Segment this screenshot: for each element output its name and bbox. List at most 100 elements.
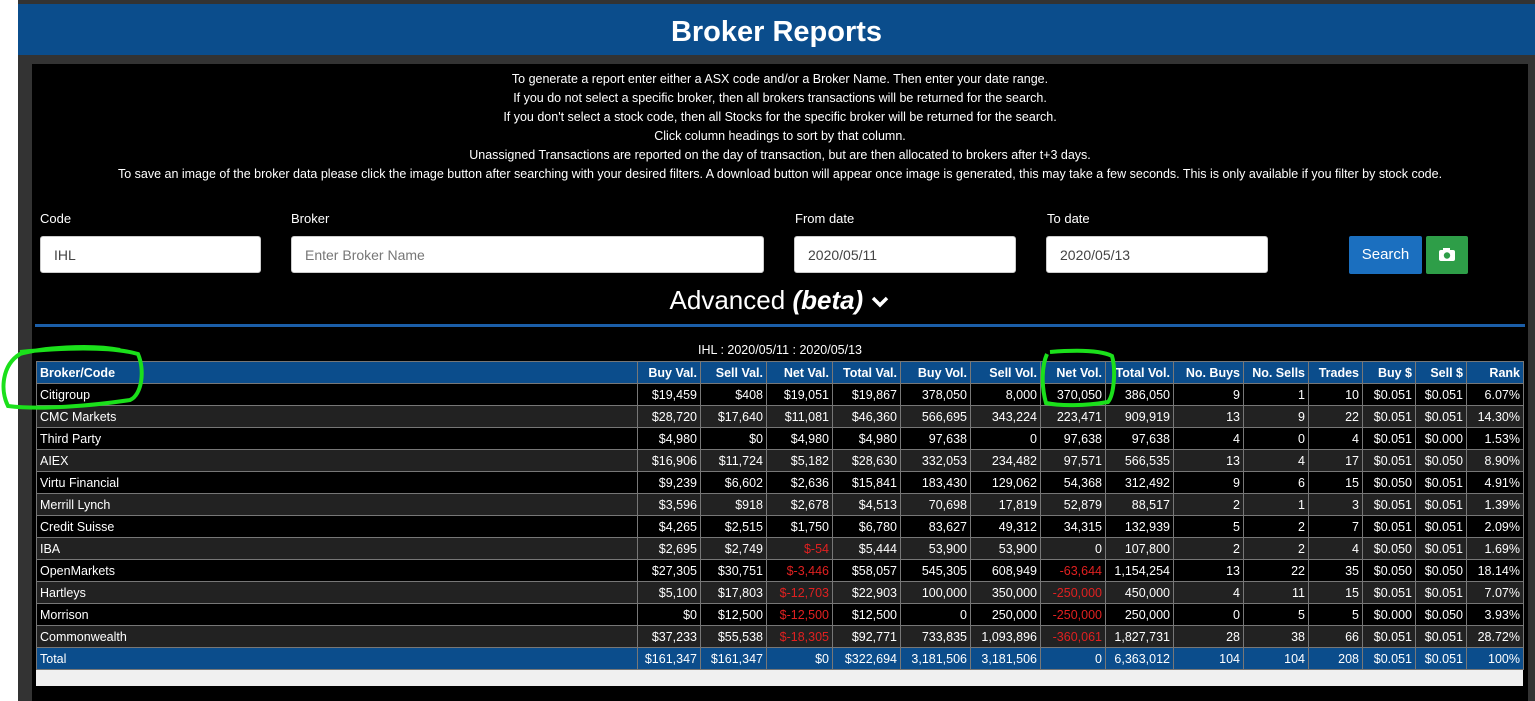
table-cell: $0.051	[1415, 647, 1467, 670]
table-cell: 1.53%	[1466, 427, 1524, 450]
table-cell: $27,305	[637, 559, 701, 582]
table-row: IBA $2,695 $2,749 $-54 $5,444 53,900 53,900 0 10…	[36, 537, 1524, 560]
table-cell: Morrison	[36, 603, 638, 626]
column-header[interactable]: Broker/Code	[36, 361, 638, 384]
table-cell: $15,841	[832, 471, 901, 494]
table-cell: $0	[637, 603, 701, 626]
table-cell: 1	[1243, 493, 1309, 516]
table-cell: 7	[1308, 515, 1363, 538]
column-header[interactable]: No. Sells	[1243, 361, 1309, 384]
table-cell: $2,636	[766, 471, 833, 494]
table-cell: 386,050	[1105, 383, 1174, 406]
table-cell: CMC Markets	[36, 405, 638, 428]
table-cell: 566,535	[1105, 449, 1174, 472]
table-cell: $-12,703	[766, 581, 833, 604]
table-cell: 5	[1173, 515, 1244, 538]
table-cell: $2,695	[637, 537, 701, 560]
table-cell: $5,444	[832, 537, 901, 560]
table-cell: $4,980	[766, 427, 833, 450]
table-cell: $0.051	[1415, 515, 1467, 538]
table-cell: 1.69%	[1466, 537, 1524, 560]
table-cell: 104	[1243, 647, 1309, 670]
table-cell: $11,081	[766, 405, 833, 428]
table-cell: 14.30%	[1466, 405, 1524, 428]
column-header[interactable]: Total Vol.	[1105, 361, 1174, 384]
table-cell: 312,492	[1105, 471, 1174, 494]
table-row: Third Party $4,980 $0 $4,980 $4,980 97,638 0 97…	[36, 427, 1524, 450]
table-cell: 97,638	[1105, 427, 1174, 450]
table-cell: 11	[1243, 581, 1309, 604]
instruction-line: Click column headings to sort by that co…	[654, 129, 906, 143]
table-cell: $2,515	[700, 515, 767, 538]
advanced-toggle[interactable]: Advanced (beta)	[32, 285, 1528, 316]
table-cell: $5,182	[766, 449, 833, 472]
table-cell: $17,803	[700, 581, 767, 604]
code-label: Code	[40, 211, 72, 226]
table-cell: 97,571	[1040, 449, 1106, 472]
column-header[interactable]: No. Buys	[1173, 361, 1244, 384]
table-cell: 107,800	[1105, 537, 1174, 560]
column-header[interactable]: Total Val.	[832, 361, 901, 384]
column-header[interactable]: Sell Vol.	[970, 361, 1041, 384]
table-cell: 0	[1243, 427, 1309, 450]
table-cell: $0.050	[1362, 559, 1416, 582]
table-row: OpenMarkets $27,305 $30,751 $-3,446 $58,057 5…	[36, 559, 1524, 582]
table-cell: $17,640	[700, 405, 767, 428]
table-cell: 70,698	[900, 493, 971, 516]
table-cell: 0	[900, 603, 971, 626]
column-header[interactable]: Trades	[1308, 361, 1363, 384]
table-cell: $0.051	[1415, 471, 1467, 494]
table-cell: 3,181,506	[900, 647, 971, 670]
table-cell: $0.051	[1362, 581, 1416, 604]
header-title: Broker Reports	[18, 4, 1535, 55]
table-row: Credit Suisse $4,265 $2,515 $1,750 $6,780 83,…	[36, 515, 1524, 538]
table-cell: 3	[1308, 493, 1363, 516]
to-input[interactable]: 2020/05/13	[1046, 236, 1268, 273]
table-cell: 10	[1308, 383, 1363, 406]
table-row: Morrison $0 $12,500 $-12,500 $12,500 0 250,000…	[36, 603, 1524, 626]
table-cell: 104	[1173, 647, 1244, 670]
code-input[interactable]: IHL	[40, 236, 261, 273]
table-cell: 15	[1308, 471, 1363, 494]
instruction-line: To save an image of the broker data plea…	[117, 167, 1443, 181]
table-cell: 4	[1308, 427, 1363, 450]
table-cell: 0	[1173, 603, 1244, 626]
table-cell: $3,596	[637, 493, 701, 516]
table-cell: Commonwealth	[36, 625, 638, 648]
table-cell: 28.72%	[1466, 625, 1524, 648]
broker-input[interactable]: Enter Broker Name	[291, 236, 764, 273]
table-cell: 5	[1243, 603, 1309, 626]
table-cell: Hartleys	[36, 581, 638, 604]
table-row: Total $161,347 $161,347 $0 $322,694 3,181,506…	[36, 647, 1524, 670]
table-cell: $9,239	[637, 471, 701, 494]
table-cell: 4.91%	[1466, 471, 1524, 494]
table-caption: IHL : 2020/05/11 : 2020/05/13	[697, 343, 863, 357]
table-cell: 8,000	[970, 383, 1041, 406]
table-cell: $58,057	[832, 559, 901, 582]
table-cell: OpenMarkets	[36, 559, 638, 582]
table-cell: 13	[1173, 449, 1244, 472]
table-cell: 250,000	[970, 603, 1041, 626]
column-header[interactable]: Sell $	[1415, 361, 1467, 384]
table-cell: -250,000	[1040, 581, 1106, 604]
from-label: From date	[795, 211, 855, 226]
table-cell: 234,482	[970, 449, 1041, 472]
table-cell: 4	[1243, 449, 1309, 472]
table-cell: 1,154,254	[1105, 559, 1174, 582]
table-cell: 6.07%	[1466, 383, 1524, 406]
table-cell: 183,430	[900, 471, 971, 494]
from-input[interactable]: 2020/05/11	[794, 236, 1016, 273]
table-cell: 0	[1040, 647, 1106, 670]
table-cell: 53,900	[900, 537, 971, 560]
column-header[interactable]: Buy Vol.	[900, 361, 971, 384]
image-button[interactable]	[1426, 236, 1468, 274]
table-cell: $-54	[766, 537, 833, 560]
table-cell: $19,867	[832, 383, 901, 406]
table-cell: 208	[1308, 647, 1363, 670]
scrollbar[interactable]	[36, 670, 1523, 686]
table-cell: 1,827,731	[1105, 625, 1174, 648]
table-cell: 9	[1243, 405, 1309, 428]
table-cell: $4,980	[637, 427, 701, 450]
search-button[interactable]: Search	[1349, 236, 1422, 274]
table-cell: 733,835	[900, 625, 971, 648]
